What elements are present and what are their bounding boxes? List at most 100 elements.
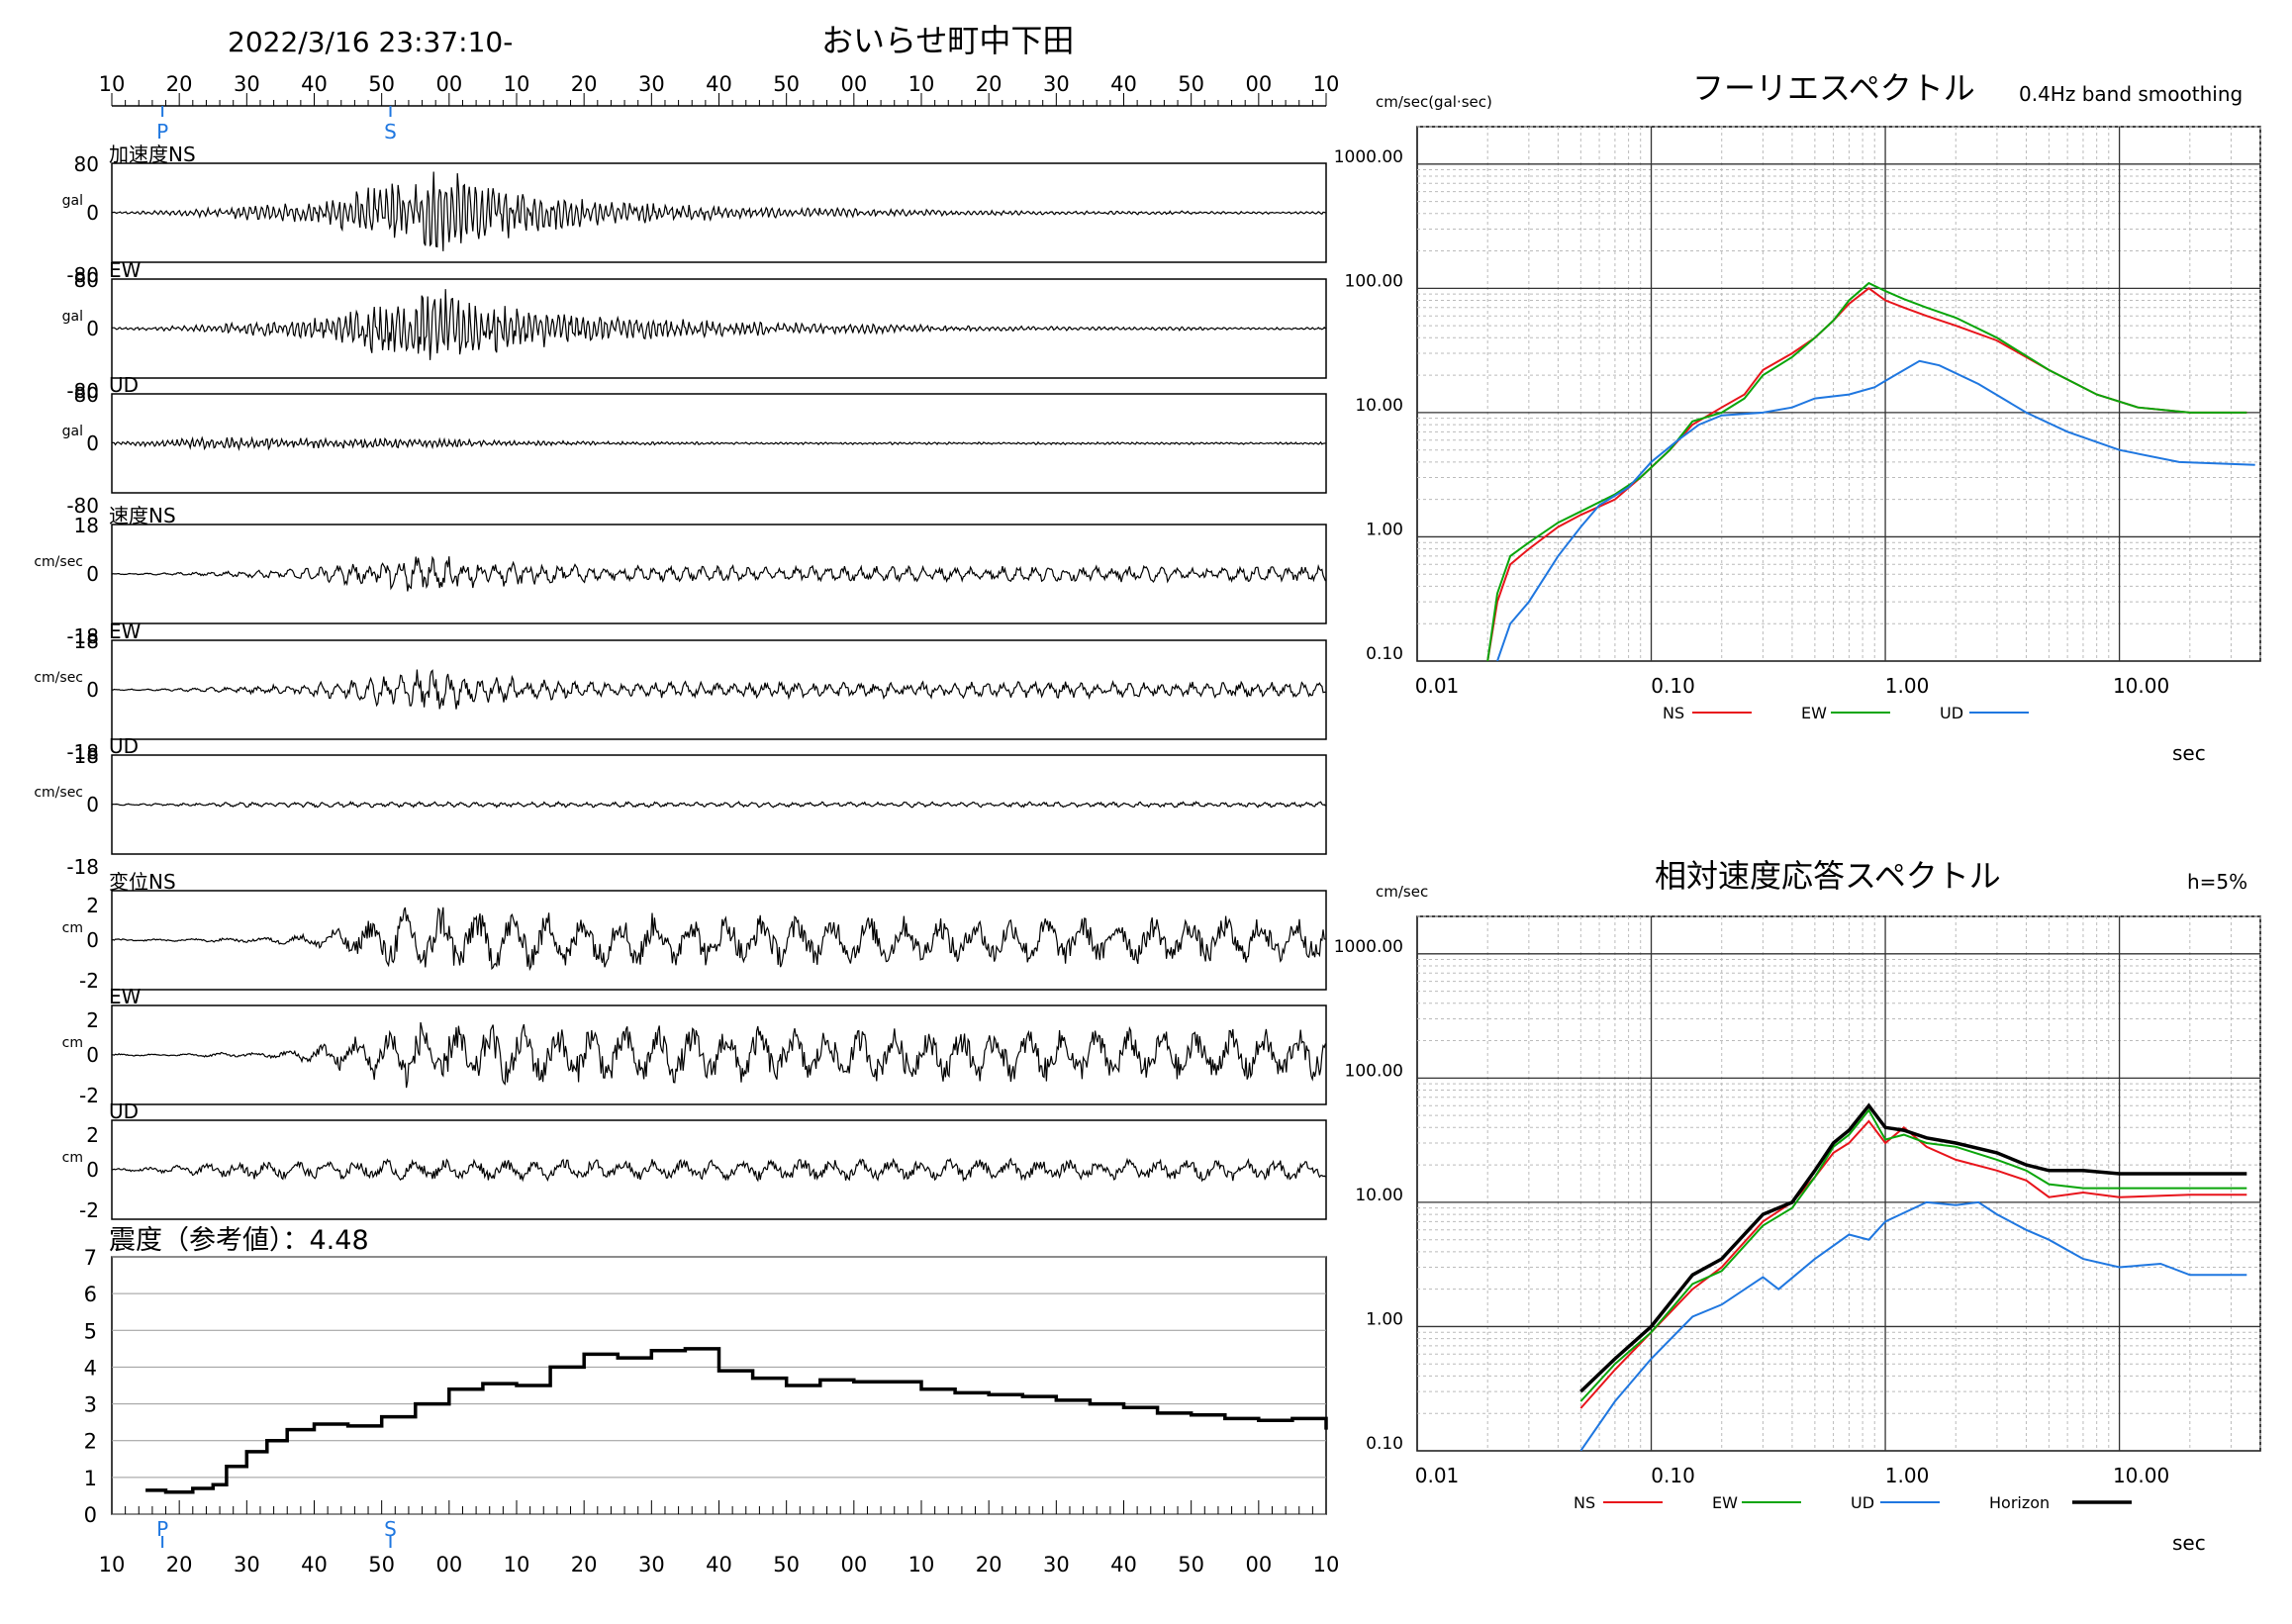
waveform-max-label: 80 xyxy=(74,152,99,176)
waveform-max-label: 18 xyxy=(74,744,99,768)
waveform-zero-label: 0 xyxy=(86,793,99,816)
spectrum-series-line-ew xyxy=(1579,1108,2247,1402)
intensity-y-tick-label: 4 xyxy=(84,1356,97,1380)
spectrum-x-tick-label: 0.01 xyxy=(1415,1464,1460,1487)
waveform-unit-label: gal xyxy=(62,424,83,439)
waveform-panel: 速度NS 18 0 -18 cm/sec xyxy=(34,504,1327,648)
p-arrival-label: P xyxy=(156,120,168,143)
waveform-unit-label: cm/sec xyxy=(34,670,83,686)
waveform-trace xyxy=(111,289,1326,360)
spectrum-y-tick-label: 0.10 xyxy=(1366,1434,1403,1454)
spectrum-y-tick-label: 100.00 xyxy=(1345,1061,1403,1081)
fourier-spectrum-panel: フーリエスペクトル 0.4Hz band smoothing cm/sec(ga… xyxy=(1334,69,2261,765)
top-axis-tick-label: 30 xyxy=(1043,72,1070,96)
top-axis-tick-label: 00 xyxy=(840,72,867,96)
waveform-min-label: -18 xyxy=(66,740,99,764)
top-time-axis: 10 20 30 40 50 00 10 20 30 40 50 00 10 20 30 40 50 00 10 P S xyxy=(99,72,1340,143)
waveform-channel-label: UD xyxy=(109,734,139,758)
waveform-channel-label: UD xyxy=(109,1099,139,1123)
station-name: おいらせ町中下田 xyxy=(821,22,1074,59)
legend-label-ud: UD xyxy=(1851,1493,1874,1512)
waveform-channel-label: 加速度NS xyxy=(109,143,196,166)
waveform-trace xyxy=(111,171,1326,251)
waveform-min-label: -2 xyxy=(79,1198,99,1222)
waveform-trace xyxy=(112,669,1326,710)
spectrum-series-line-horizon xyxy=(1579,1102,2247,1393)
top-axis-tick-label: 20 xyxy=(166,72,193,96)
waveform-min-label: -2 xyxy=(79,969,99,993)
waveform-unit-label: cm/sec xyxy=(34,554,83,570)
waveform-zero-label: 0 xyxy=(86,562,99,586)
bottom-axis-tick-label: 20 xyxy=(571,1553,598,1576)
bottom-axis-tick-label: 30 xyxy=(638,1553,665,1576)
spectrum-y-tick-label: 10.00 xyxy=(1355,396,1403,416)
waveform-channel-label: EW xyxy=(109,620,142,643)
waveform-unit-label: cm xyxy=(62,1150,83,1166)
spectrum-frame xyxy=(1416,126,2261,662)
response-x-unit: sec xyxy=(2172,1531,2206,1555)
waveform-unit-label: cm xyxy=(62,920,83,936)
top-axis-tick-label: 40 xyxy=(1110,72,1137,96)
top-axis-tick-label: 40 xyxy=(706,72,732,96)
waveform-trace xyxy=(111,1021,1326,1089)
waveform-channel-label: UD xyxy=(109,373,139,397)
bottom-axis-tick-label: 50 xyxy=(368,1553,395,1576)
spectrum-series-line-ns xyxy=(1486,287,2247,661)
top-axis-tick-label: 50 xyxy=(1178,72,1204,96)
spectrum-x-tick-label: 10.00 xyxy=(2113,1464,2169,1487)
waveform-min-label: -2 xyxy=(79,1084,99,1107)
bottom-axis-tick-label: 20 xyxy=(166,1553,193,1576)
waveform-trace xyxy=(111,907,1326,972)
waveform-panel: 加速度NS 80 0 -80 gal xyxy=(62,143,1327,287)
top-axis-tick-label: 20 xyxy=(571,72,598,96)
waveform-max-label: 18 xyxy=(74,629,99,653)
bottom-axis-tick-label: 50 xyxy=(1178,1553,1204,1576)
intensity-title: 震度（参考値）：4.48 xyxy=(109,1225,369,1256)
intensity-y-tick-label: 7 xyxy=(84,1246,97,1270)
waveform-zero-label: 0 xyxy=(86,928,99,952)
waveform-trace xyxy=(111,1157,1326,1183)
spectrum-y-tick-label: 0.10 xyxy=(1366,644,1403,664)
waveform-min-label: -80 xyxy=(66,379,99,403)
waveform-channel-label: 速度NS xyxy=(109,504,176,527)
fourier-unit: cm/sec(gal·sec) xyxy=(1376,93,1492,111)
bottom-axis-tick-label: 30 xyxy=(234,1553,260,1576)
spectrum-series-line-ew xyxy=(1486,281,2247,661)
bottom-axis-tick-label: 40 xyxy=(301,1553,328,1576)
intensity-panel: 震度（参考値）：4.48 0 1 2 3 4 5 6 7 10 20 30 40 50 00 10 20 30 4… xyxy=(84,1225,1340,1576)
spectrum-x-tick-label: 1.00 xyxy=(1885,674,1930,698)
bottom-axis-tick-label: 10 xyxy=(1313,1553,1340,1576)
top-axis-tick-label: 40 xyxy=(301,72,328,96)
waveform-trace xyxy=(111,435,1326,451)
bottom-axis-tick-label: 10 xyxy=(99,1553,126,1576)
top-axis-tick-label: 10 xyxy=(1313,72,1340,96)
waveform-channel-label: 変位NS xyxy=(109,870,176,894)
top-axis-tick-label: 30 xyxy=(638,72,665,96)
bottom-axis-tick-label: 30 xyxy=(1043,1553,1070,1576)
waveform-frame xyxy=(111,1119,1327,1220)
fourier-title: フーリエスペクトル xyxy=(1692,69,1975,107)
fourier-x-unit: sec xyxy=(2172,741,2206,765)
s-arrival-label: S xyxy=(384,120,397,143)
waveform-unit-label: gal xyxy=(62,309,83,325)
top-axis-tick-label: 10 xyxy=(504,72,530,96)
waveform-trace xyxy=(111,800,1326,809)
fourier-note: 0.4Hz band smoothing xyxy=(2019,82,2243,106)
top-axis-tick-label: 10 xyxy=(908,72,935,96)
intensity-y-tick-label: 2 xyxy=(84,1430,97,1454)
waveform-max-label: 80 xyxy=(74,383,99,407)
intensity-series-line xyxy=(145,1347,1328,1494)
waveform-zero-label: 0 xyxy=(86,201,99,225)
bottom-axis-tick-label: 50 xyxy=(773,1553,800,1576)
waveform-zero-label: 0 xyxy=(86,1158,99,1182)
waveform-trace xyxy=(111,555,1326,592)
response-title: 相対速度応答スペクトル xyxy=(1655,857,2001,895)
waveform-panel: UD 18 0 -18 cm/sec xyxy=(34,734,1327,879)
intensity-y-tick-label: 6 xyxy=(84,1283,97,1306)
waveform-panels: 加速度NS 80 0 -80 gal EW 80 0 -80 gal UD 80 0 -80 gal 速度NS… xyxy=(34,143,1327,1222)
bottom-axis-tick-label: 20 xyxy=(976,1553,1003,1576)
waveform-zero-label: 0 xyxy=(86,431,99,455)
top-axis-tick-label: 30 xyxy=(234,72,260,96)
